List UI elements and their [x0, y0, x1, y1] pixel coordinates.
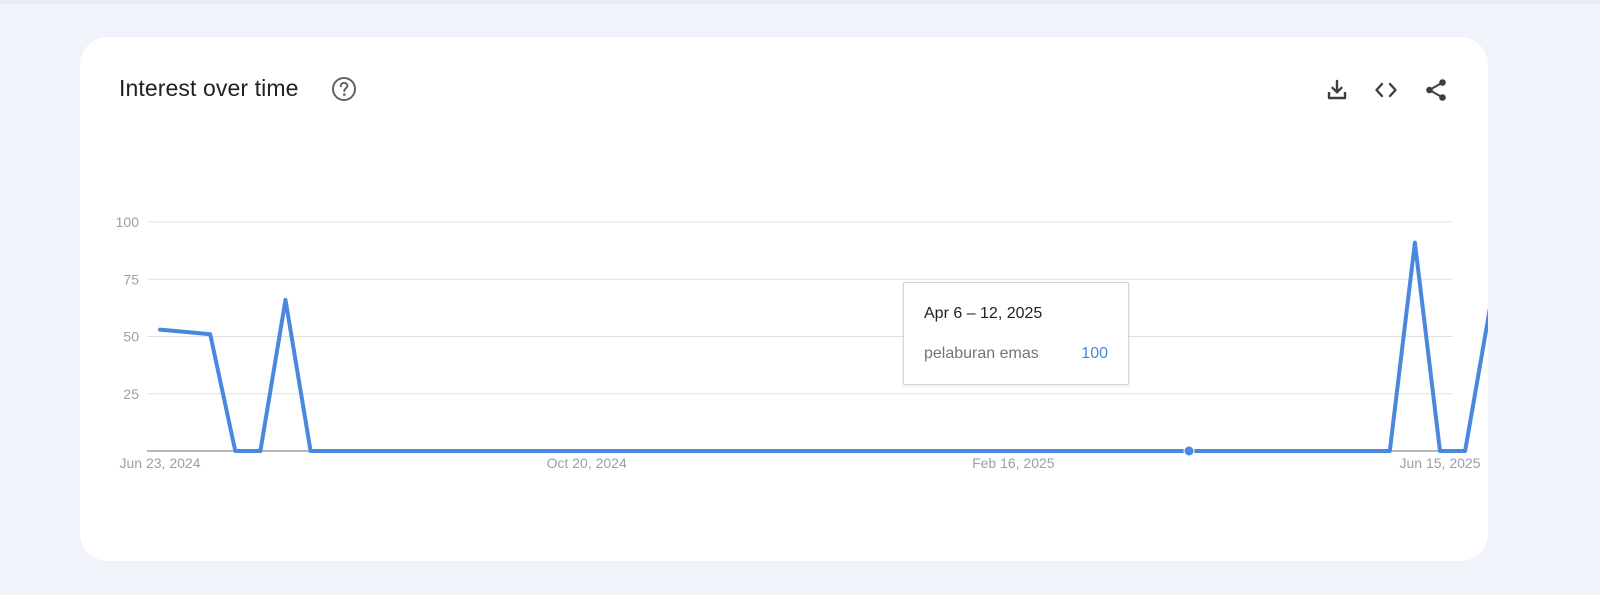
tooltip-date: Apr 6 – 12, 2025 — [924, 305, 1043, 322]
series-line-pelaburan-emas — [158, 240, 1488, 453]
interest-over-time-card: Interest over time 25 50 75 100 Jun 23, 2024… — [80, 37, 1488, 561]
tooltip-value: 100 — [1081, 345, 1108, 362]
code-embed-icon[interactable] — [1373, 77, 1399, 103]
x-tick-label: Jun 23, 2024 — [120, 455, 201, 471]
x-tick-label: Jun 15, 2025 — [1400, 455, 1481, 471]
line-chart: 25 50 75 100 Jun 23, 2024 Oct 20, 2024 Feb 16,… — [116, 214, 1488, 471]
y-tick-label: 75 — [123, 271, 139, 287]
highlighted-data-point[interactable] — [1183, 445, 1195, 457]
y-tick-label: 25 — [123, 386, 139, 402]
help-circle-icon[interactable] — [331, 76, 357, 102]
x-tick-label: Feb 16, 2025 — [972, 455, 1055, 471]
card-title: Interest over time — [119, 75, 299, 101]
x-tick-label: Oct 20, 2024 — [547, 455, 627, 471]
y-tick-label: 100 — [116, 214, 140, 230]
y-tick-label: 50 — [123, 329, 139, 345]
share-icon[interactable] — [1423, 77, 1449, 103]
tooltip-series-name: pelaburan emas — [924, 345, 1039, 362]
download-icon[interactable] — [1324, 77, 1350, 103]
chart-tooltip: Apr 6 – 12, 2025 pelaburan emas 100 — [903, 282, 1129, 385]
top-strip — [0, 0, 1600, 4]
